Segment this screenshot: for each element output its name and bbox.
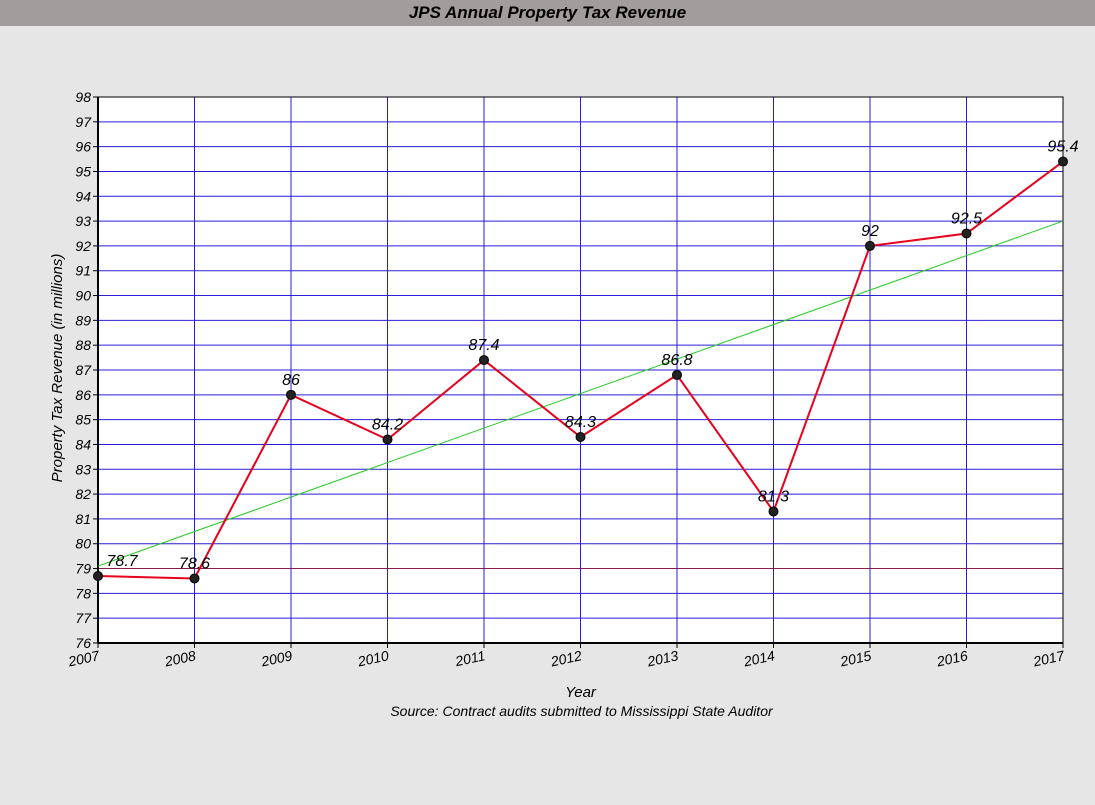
series-layer bbox=[93, 156, 1068, 584]
source-note: Source: Contract audits submitted to Mis… bbox=[390, 703, 774, 719]
data-point bbox=[961, 228, 972, 239]
y-tick-label: 94 bbox=[75, 188, 91, 204]
x-tick-label: 2015 bbox=[838, 647, 873, 669]
y-tick-label: 83 bbox=[75, 461, 91, 477]
data-label: 86 bbox=[282, 372, 300, 389]
data-point bbox=[382, 434, 393, 445]
data-point bbox=[479, 355, 489, 366]
y-tick-label: 79 bbox=[75, 561, 91, 577]
y-tick-label: 80 bbox=[75, 536, 91, 552]
y-tick-label: 96 bbox=[75, 139, 91, 155]
x-tick-label: 2007 bbox=[66, 647, 102, 670]
data-point bbox=[1058, 156, 1068, 167]
y-tick-label: 87 bbox=[75, 362, 92, 378]
x-tick-label: 2017 bbox=[1031, 647, 1067, 670]
trendline-layer bbox=[97, 220, 1064, 567]
title-bar: JPS Annual Property Tax Revenue bbox=[0, 0, 1095, 26]
y-tick-label: 95 bbox=[75, 163, 91, 179]
data-label: 92 bbox=[861, 223, 879, 240]
data-label: 81.3 bbox=[758, 488, 789, 505]
data-point bbox=[189, 573, 200, 584]
y-tick-label: 77 bbox=[75, 610, 92, 626]
data-point bbox=[286, 389, 296, 400]
x-tick-label: 2011 bbox=[453, 647, 487, 669]
data-label: 87.4 bbox=[468, 337, 499, 354]
y-tick-label: 76 bbox=[75, 635, 91, 651]
x-tick-label: 2014 bbox=[741, 647, 776, 669]
y-tick-label: 82 bbox=[75, 486, 91, 502]
y-tick-label: 86 bbox=[75, 387, 91, 403]
y-tick-label: 92 bbox=[75, 238, 91, 254]
data-label: 78.7 bbox=[106, 553, 138, 570]
x-tick-label: 2013 bbox=[645, 647, 680, 669]
y-tick-label: 90 bbox=[75, 288, 91, 304]
y-tick-label: 89 bbox=[75, 312, 91, 328]
chart-title: JPS Annual Property Tax Revenue bbox=[408, 3, 687, 22]
data-label: 86.8 bbox=[661, 352, 692, 369]
data-label: 84.2 bbox=[372, 416, 403, 433]
x-tick-label: 2012 bbox=[548, 647, 583, 669]
data-label: 84.3 bbox=[565, 414, 596, 431]
y-axis-label: Property Tax Revenue (in millions) bbox=[49, 254, 66, 483]
data-point bbox=[575, 432, 586, 443]
data-point bbox=[672, 369, 682, 380]
data-label: 95.4 bbox=[1047, 139, 1078, 156]
y-tick-label: 97 bbox=[75, 114, 92, 130]
x-tick-label: 2008 bbox=[162, 647, 197, 669]
data-point bbox=[865, 240, 875, 251]
x-axis-label: Year bbox=[565, 684, 597, 701]
data-label-layer: 78.7 78.6 86 84.2 87.4 84.3 86.8 81.3 92 92.5 95.4 bbox=[106, 139, 1078, 573]
data-label: 78.6 bbox=[179, 555, 210, 572]
data-label: 92.5 bbox=[951, 211, 982, 228]
y-tick-label: 91 bbox=[75, 263, 91, 279]
trendline bbox=[97, 220, 1064, 567]
x-tick-label: 2010 bbox=[355, 647, 390, 669]
y-tick-label: 88 bbox=[75, 337, 91, 353]
y-tick-label: 93 bbox=[75, 213, 91, 229]
y-tick-label: 78 bbox=[75, 585, 91, 601]
x-tick-label: 2009 bbox=[259, 647, 294, 669]
y-tick-label: 85 bbox=[75, 412, 91, 428]
data-point bbox=[768, 506, 779, 517]
data-point bbox=[93, 570, 103, 581]
axis-layer: 76 77 78 79 80 81 82 83 84 85 86 87 88 89 90 91 92 93 94 95… bbox=[66, 89, 1067, 670]
x-tick-label: 2016 bbox=[934, 647, 969, 669]
y-tick-label: 98 bbox=[75, 89, 91, 105]
y-tick-label: 81 bbox=[75, 511, 91, 527]
y-tick-label: 84 bbox=[75, 436, 91, 452]
